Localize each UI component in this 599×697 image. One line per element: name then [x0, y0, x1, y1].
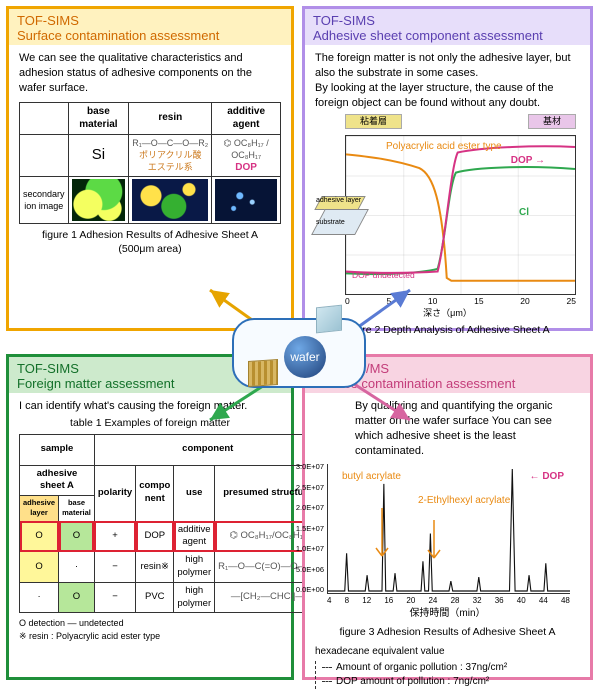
p4-xaxis: 保持時間（min） [315, 607, 580, 621]
panel3-body: I can identify what's causing the foreig… [9, 393, 291, 650]
p3-h-sheetA: adhesive sheet A [20, 465, 95, 496]
p2-legend-right: 基材 [528, 114, 576, 128]
sim-image-base [72, 179, 126, 221]
wafer-circle: wafer [284, 336, 326, 378]
sim-image-resin [132, 179, 208, 221]
panel1-head: TOF-SIMS Surface contamination assessmen… [9, 9, 291, 45]
p1-row2-label: secondary ion image [20, 177, 69, 224]
panel3-legend: O detection ― undetected ※ resin : Polya… [19, 617, 281, 641]
panel2-desc: The foreign matter is not only the adhes… [315, 51, 580, 110]
p4-ann-ethyl: 2-Ethylhexyl acrylate [418, 494, 510, 508]
p1-col-resin: resin [129, 102, 212, 134]
p4-yticks: 0.0E+00 5.0E+06 1.0E+07 1.5E+07 2.0E+07 … [290, 462, 324, 595]
p1-col-additive: additive agent [212, 102, 281, 134]
sim-image-additive [215, 179, 277, 221]
p1-dop-label: DOP [215, 161, 277, 175]
p2-ann-dop: DOP → [511, 154, 545, 168]
p4-ann-dop: ← DOP [530, 470, 564, 484]
p2-legend-left: 粘着層 [345, 114, 402, 128]
panel1-title2: Surface contamination assessment [17, 28, 283, 43]
p1-additive-formula: ⌬ OC₈H₁₇ / OC₈H₁₇ [215, 137, 277, 161]
p2-ann-dop-un: DOP undetected [352, 271, 415, 280]
p4-hex: hexadecane equivalent value [315, 645, 580, 659]
panel1-title1: TOF-SIMS [17, 13, 283, 28]
p4-note1: Amount of organic pollution : 37ng/cm² [336, 662, 507, 673]
p2-ann-poly: Polyacrylic acid ester type [386, 140, 502, 154]
p1-resin-formula: R₁―O―C―O―R₂ [132, 137, 208, 149]
p3-h-use: use [174, 465, 215, 521]
p4-note2: DOP amount of pollution : 7ng/cm² [336, 676, 489, 687]
wafer-label: wafer [290, 350, 319, 364]
p3-h-base: base material [59, 496, 95, 521]
canvas: TOF-SIMS Surface contamination assessmen… [0, 0, 599, 688]
panel4-chart: butyl acrylate 2-Ethylhexyl acrylate ← D… [327, 464, 570, 594]
panel1-body: We can see the qualitative characteristi… [9, 45, 291, 265]
p4-ann-butyl: butyl acrylate [342, 470, 401, 484]
panel4-figcap: figure 3 Adhesion Results of Adhesive Sh… [315, 625, 580, 639]
panel1-table: base material resin additive agent Si R₁… [19, 102, 281, 225]
p1-resin-cell: R₁―O―C―O―R₂ ポリアクリル酸 エステル系 [129, 134, 212, 177]
panel1-figcap: figure 1 Adhesion Results of Adhesive Sh… [19, 228, 281, 256]
p3-h-sample: sample [20, 435, 95, 466]
p3-h-adh: adhesive layer [20, 496, 59, 521]
chip-icon-1 [316, 305, 342, 334]
p4-xticks: 4 8 12 16 20 24 28 32 36 40 44 48 [327, 596, 570, 607]
p2-diag-bot: substrate [316, 218, 345, 227]
panel4-body: By qualifying and quantifying the organi… [305, 393, 590, 697]
p1-si: Si [68, 134, 129, 177]
p3-h-polarity: polarity [94, 465, 135, 521]
p3-h-component: component [94, 435, 321, 466]
p1-col-base: base material [68, 102, 129, 134]
p1-resin-jp: ポリアクリル酸 エステル系 [132, 149, 208, 173]
p2-diag-top: adhesive layer [316, 196, 361, 205]
p2-layer-diagram: adhesive layer substrate [318, 196, 366, 240]
panel4-notes: hexadecane equivalent value Amount of or… [315, 645, 580, 689]
center-wafer-box: wafer [232, 318, 366, 428]
p3-h-compo: compo nent [136, 465, 174, 521]
p2-ann-cl: Cl [519, 206, 529, 220]
chip-icon-2 [248, 359, 278, 387]
panel2-title2: Adhesive sheet component assessment [313, 28, 582, 43]
panel2-head: TOF-SIMS Adhesive sheet component assess… [305, 9, 590, 45]
panel1-desc: We can see the qualitative characteristi… [19, 51, 281, 96]
panel2-title1: TOF-SIMS [313, 13, 582, 28]
p1-additive-cell: ⌬ OC₈H₁₇ / OC₈H₁₇ DOP [212, 134, 281, 177]
panel2-chart: Polyacrylic acid ester type DOP → Cl DOP… [345, 135, 576, 295]
